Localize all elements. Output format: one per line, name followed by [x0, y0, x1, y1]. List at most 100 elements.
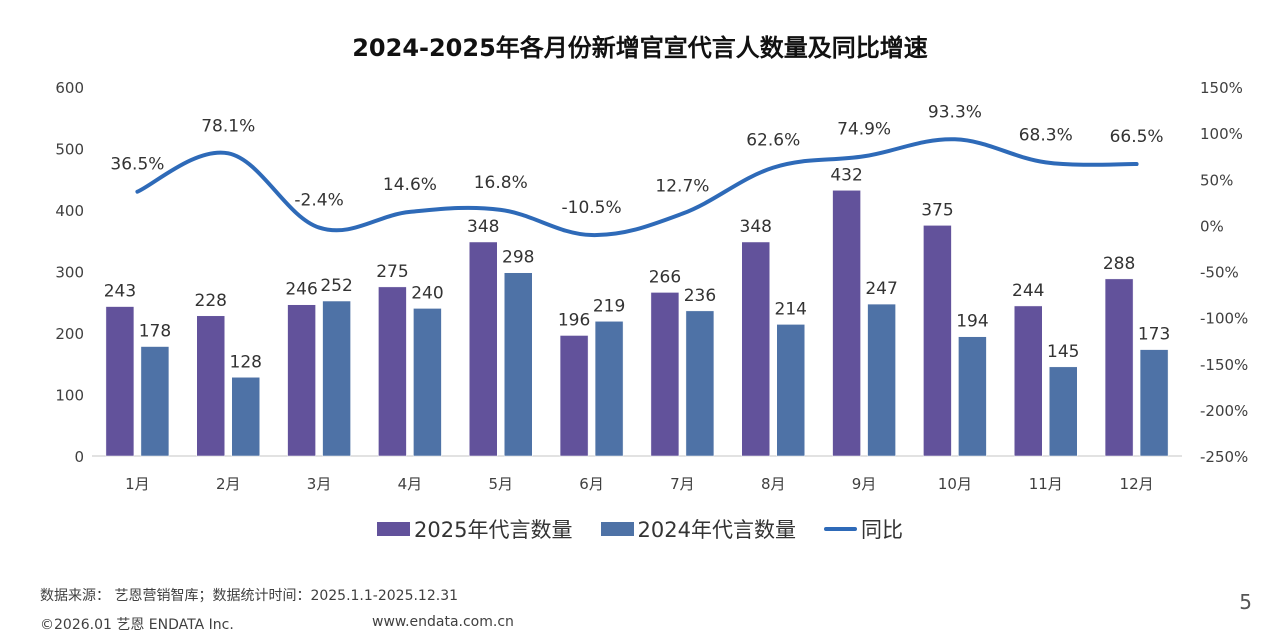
bar-value-label: 252 [320, 276, 352, 296]
yoy-value-label: 62.6% [746, 131, 800, 151]
bar-2025 [196, 315, 225, 457]
yoy-value-label: 66.5% [1110, 127, 1164, 147]
right-y-tick-label: -100% [1200, 310, 1248, 328]
bar-2025 [378, 286, 407, 457]
bar-2025 [287, 304, 316, 457]
left-y-tick-label: 0 [74, 448, 84, 466]
bar-value-label: 432 [830, 165, 862, 185]
bar-value-label: 178 [139, 322, 171, 342]
bar-value-label: 236 [684, 286, 716, 306]
legend-swatch-2025 [377, 522, 411, 536]
legend-label-yoy: 同比 [860, 518, 903, 542]
left-y-tick-label: 200 [55, 325, 84, 343]
bar-2024 [504, 272, 533, 457]
bar-value-label: 228 [195, 291, 227, 311]
bar-2025 [1104, 278, 1134, 457]
bar-value-label: 145 [1047, 342, 1079, 362]
bar-value-label: 214 [775, 299, 807, 319]
bar-2024 [1049, 366, 1078, 457]
right-y-tick-label: 150% [1200, 79, 1243, 97]
bar-value-label: 246 [285, 280, 317, 300]
x-tick-label: 10月 [938, 475, 972, 493]
x-tick-label: 9月 [852, 475, 877, 493]
yoy-value-label: 93.3% [928, 102, 982, 122]
right-y-tick-label: -200% [1200, 402, 1248, 420]
bar-value-label: 194 [956, 312, 988, 332]
x-tick-label: 7月 [670, 475, 695, 493]
bar-2024 [413, 308, 442, 457]
bar-value-label: 375 [921, 200, 953, 220]
bar-value-label: 348 [467, 217, 499, 237]
bar-value-label: 288 [1103, 254, 1135, 274]
bar-value-label: 247 [865, 279, 897, 299]
x-tick-label: 8月 [761, 475, 786, 493]
left-y-tick-label: 500 [55, 141, 84, 159]
bar-value-label: 128 [230, 352, 262, 372]
bar-value-label: 298 [502, 248, 534, 268]
page-number: 5 [1239, 590, 1252, 614]
bar-2024 [958, 336, 987, 457]
yoy-line [135, 137, 1139, 238]
bar-2025 [650, 292, 680, 457]
right-y-tick-label: 100% [1200, 125, 1243, 143]
x-tick-label: 5月 [488, 475, 513, 493]
legend-item-2025: 2025年代言数量 [377, 514, 573, 544]
bar-value-label: 173 [1138, 325, 1170, 345]
x-tick-label: 6月 [579, 475, 604, 493]
yoy-line-series: 36.5% 78.1% -2.4% 14.6% 16.8% -10.5% 12.7% 62.6… [110, 102, 1164, 238]
bar-value-label: 348 [740, 217, 772, 237]
right-y-tick-label: 0% [1200, 217, 1224, 235]
bar-2025 [923, 225, 952, 457]
yoy-value-label: 14.6% [383, 175, 437, 195]
copyright-text: ©2026.01 艺恩 ENDATA Inc. [40, 617, 234, 633]
x-tick-label: 11月 [1029, 475, 1063, 493]
right-y-tick-label: -50% [1200, 264, 1239, 282]
bar-value-label: 275 [376, 262, 408, 282]
right-y-tick-label: 50% [1200, 171, 1233, 189]
yoy-value-label: 36.5% [110, 155, 164, 175]
bar-2024 [1139, 349, 1169, 457]
right-y-tick-label: -150% [1200, 356, 1248, 374]
bar-2025 [469, 241, 498, 457]
yoy-value-label: 68.3% [1019, 125, 1073, 145]
left-y-tick-label: 400 [55, 202, 84, 220]
bar-2024 [776, 324, 805, 457]
chart-title: 2024-2025年各月份新增官宣代言人数量及同比增速 [352, 34, 928, 62]
bar-2025 [105, 306, 135, 457]
right-y-tick-label: -250% [1200, 448, 1248, 466]
yoy-value-label: 78.1% [201, 116, 255, 136]
legend: 2025年代言数量 2024年代言数量 同比 [0, 514, 1280, 544]
bar-value-label: 266 [649, 267, 681, 287]
bar-2024 [867, 303, 896, 457]
legend-label-2024: 2024年代言数量 [637, 518, 796, 542]
x-tick-label: 1月 [125, 475, 150, 493]
left-y-tick-label: 100 [55, 387, 84, 405]
left-y-tick-label: 600 [55, 79, 84, 97]
bar-2024 [322, 300, 351, 457]
bar-2025 [1014, 305, 1043, 457]
bar-value-label: 196 [558, 310, 590, 330]
bar-2025 [832, 190, 861, 457]
left-y-tick-label: 300 [55, 264, 84, 282]
website-link[interactable]: www.endata.com.cn [372, 614, 514, 630]
x-tick-label: 3月 [307, 475, 332, 493]
bar-value-label: 244 [1012, 281, 1044, 301]
yoy-value-label: 16.8% [474, 173, 528, 193]
legend-swatch-2024 [600, 522, 634, 536]
bar-2024 [685, 310, 715, 457]
bar-2024 [231, 377, 260, 457]
right-y-axis: -250% -200% -150% -100% -50% 0% 50% 100% 150% [1200, 79, 1248, 466]
yoy-value-label: -2.4% [294, 191, 343, 211]
x-tick-label: 4月 [398, 475, 423, 493]
bar-value-label: 240 [411, 283, 443, 303]
yoy-value-label: 74.9% [837, 119, 891, 139]
bar-2025 [741, 241, 770, 457]
bar-2024 [140, 346, 170, 457]
left-y-axis: 0 100 200 300 400 500 600 [55, 79, 84, 466]
bar-series: 243 228 246 275 348 196 266 348 432 375 244 288 178 1… [104, 165, 1170, 457]
legend-swatch-yoy [823, 527, 857, 531]
x-tick-label: 12月 [1120, 475, 1154, 493]
yoy-value-label: -10.5% [562, 198, 622, 218]
yoy-value-label: 12.7% [655, 177, 709, 197]
